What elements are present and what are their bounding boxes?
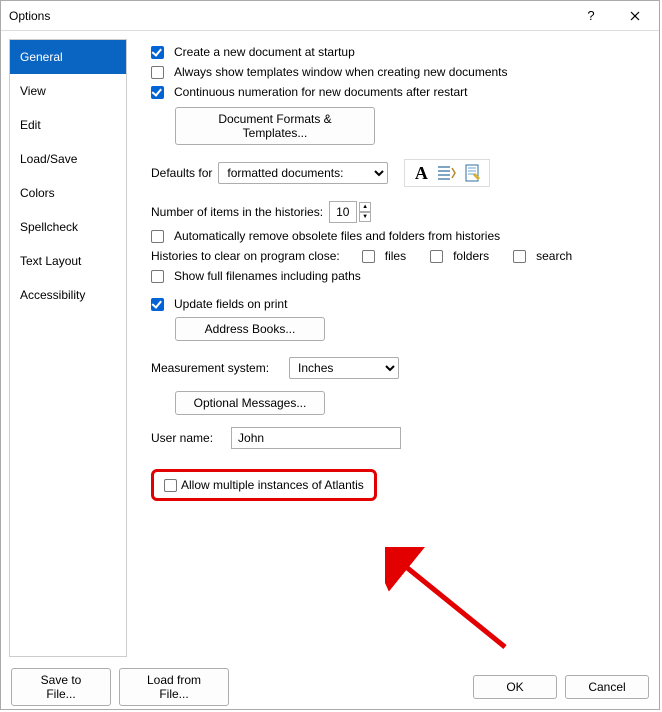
sidebar: General View Edit Load/Save Colors Spell…: [9, 39, 127, 657]
checkbox-update-print[interactable]: [151, 298, 164, 311]
checkbox-allow-multi[interactable]: [164, 479, 177, 492]
label-hist-clear: Histories to clear on program close:: [151, 249, 340, 263]
history-count-input[interactable]: [329, 201, 357, 223]
ok-button[interactable]: OK: [473, 675, 557, 699]
label-update-print: Update fields on print: [174, 297, 287, 311]
checkbox-show-full[interactable]: [151, 270, 164, 283]
tab-load-save[interactable]: Load/Save: [10, 142, 126, 176]
doc-formats-button[interactable]: Document Formats & Templates...: [175, 107, 375, 145]
checkbox-continuous-num[interactable]: [151, 86, 164, 99]
spin-up[interactable]: ▲: [359, 202, 371, 212]
checkbox-files[interactable]: [362, 250, 375, 263]
titlebar: Options ?: [1, 1, 659, 31]
history-count-stepper[interactable]: ▲▼: [329, 201, 371, 223]
label-search: search: [536, 249, 572, 263]
cancel-button[interactable]: Cancel: [565, 675, 649, 699]
annotation-arrow: [385, 547, 525, 665]
footer: Save to File... Load from File... OK Can…: [1, 665, 659, 709]
label-measurement: Measurement system:: [151, 361, 269, 375]
checkbox-auto-remove[interactable]: [151, 230, 164, 243]
label-show-templates: Always show templates window when creati…: [174, 65, 508, 79]
dialog-body: General View Edit Load/Save Colors Spell…: [1, 31, 659, 665]
window-title: Options: [9, 9, 569, 23]
label-defaults-for: Defaults for: [151, 166, 212, 180]
label-num-items: Number of items in the histories:: [151, 205, 323, 219]
label-create-doc: Create a new document at startup: [174, 45, 355, 59]
options-dialog: Options ? General View Edit Load/Save Co…: [0, 0, 660, 710]
tab-view[interactable]: View: [10, 74, 126, 108]
measurement-select[interactable]: Inches: [289, 357, 399, 379]
address-books-button[interactable]: Address Books...: [175, 317, 325, 341]
checkbox-show-templates[interactable]: [151, 66, 164, 79]
label-continuous-num: Continuous numeration for new documents …: [174, 85, 467, 99]
paragraph-icon[interactable]: [436, 163, 458, 183]
tab-accessibility[interactable]: Accessibility: [10, 278, 126, 312]
highlighted-option: Allow multiple instances of Atlantis: [151, 469, 377, 501]
font-icon[interactable]: A: [410, 163, 432, 183]
checkbox-folders[interactable]: [430, 250, 443, 263]
label-show-full: Show full filenames including paths: [174, 269, 361, 283]
help-button[interactable]: ?: [569, 2, 613, 30]
label-folders: folders: [453, 249, 489, 263]
defaults-select[interactable]: formatted documents:: [218, 162, 388, 184]
page-icon[interactable]: [462, 163, 484, 183]
spin-down[interactable]: ▼: [359, 212, 371, 222]
tab-spellcheck[interactable]: Spellcheck: [10, 210, 126, 244]
label-auto-remove: Automatically remove obsolete files and …: [174, 229, 500, 243]
username-input[interactable]: [231, 427, 401, 449]
save-to-file-button[interactable]: Save to File...: [11, 668, 111, 706]
tab-general[interactable]: General: [10, 40, 126, 74]
tab-text-layout[interactable]: Text Layout: [10, 244, 126, 278]
label-files: files: [385, 249, 406, 263]
load-from-file-button[interactable]: Load from File...: [119, 668, 229, 706]
checkbox-create-doc[interactable]: [151, 46, 164, 59]
label-username: User name:: [151, 431, 213, 445]
defaults-icons: A: [404, 159, 490, 187]
close-button[interactable]: [613, 2, 657, 30]
checkbox-search[interactable]: [513, 250, 526, 263]
content-panel: Create a new document at startup Always …: [135, 39, 651, 657]
tab-edit[interactable]: Edit: [10, 108, 126, 142]
tab-colors[interactable]: Colors: [10, 176, 126, 210]
label-allow-multi: Allow multiple instances of Atlantis: [181, 478, 364, 492]
optional-messages-button[interactable]: Optional Messages...: [175, 391, 325, 415]
